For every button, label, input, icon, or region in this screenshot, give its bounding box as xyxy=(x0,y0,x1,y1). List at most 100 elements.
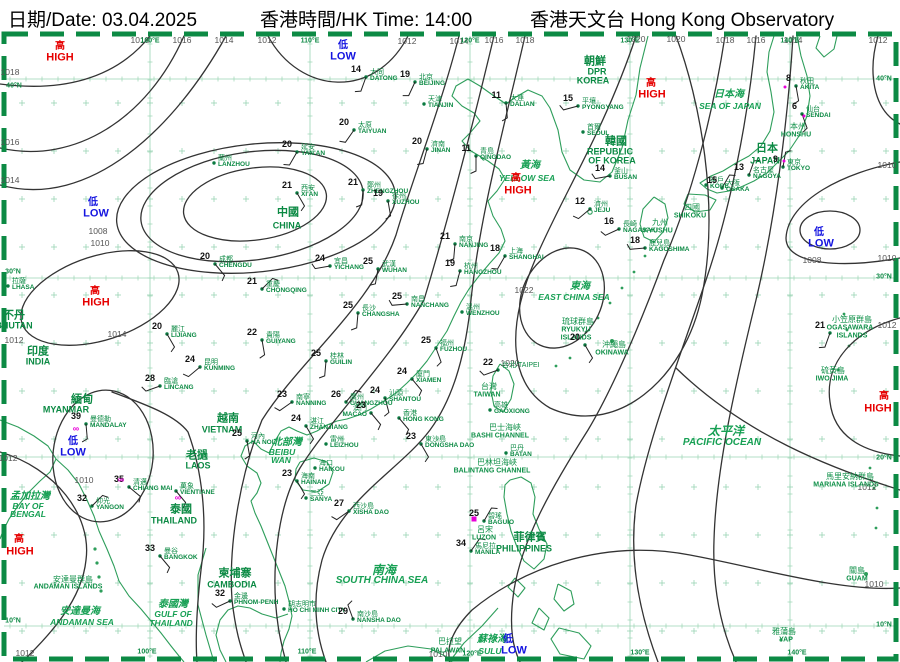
place-label: BENGAL xyxy=(10,508,46,519)
weather-dot-symbol xyxy=(802,114,806,118)
wind-barb xyxy=(318,360,327,379)
high-pressure-label: HIGH xyxy=(46,51,74,64)
station-name: XIAMEN xyxy=(416,377,442,384)
station-temperature: 25 xyxy=(468,508,479,518)
place-label: CHINA xyxy=(272,220,302,231)
station-temperature: 25 xyxy=(231,428,242,438)
isobar-value-label: 1014 xyxy=(0,174,20,185)
isobar-layer xyxy=(0,35,900,662)
wind-barb xyxy=(81,423,88,443)
place-label: 柬埔寨 xyxy=(218,567,252,580)
place-label: THAILAND xyxy=(149,617,193,628)
station-temperature: 35 xyxy=(113,474,124,484)
station-name: 西沙島 xyxy=(353,503,374,510)
wind-barb xyxy=(182,366,201,378)
station-dot xyxy=(304,496,308,500)
station-name: 廈門 xyxy=(416,371,430,378)
place-label: 黃海 xyxy=(520,160,540,171)
station-name: 青島 xyxy=(480,148,494,155)
station-name: OSAKA xyxy=(726,186,750,193)
axis-label: 130°E xyxy=(630,649,650,657)
weather-dot-symbol xyxy=(782,159,786,163)
station-name: KOBE xyxy=(710,183,729,190)
isobar-value-label: 1018 xyxy=(515,34,535,45)
station-temperature: 33 xyxy=(144,543,155,553)
station-dot xyxy=(422,102,426,106)
isobar-value-label: 1010 xyxy=(864,578,884,589)
station-temperature: 23 xyxy=(355,400,366,410)
place-label: MARIANA ISLANDS xyxy=(813,481,879,489)
isobar xyxy=(111,391,205,662)
map-border xyxy=(1,31,899,662)
station-name: 廣州 xyxy=(350,394,364,401)
place-label: SHIKOKU xyxy=(673,212,707,220)
station-name: 首爾 xyxy=(587,124,601,131)
small-islands xyxy=(93,209,879,642)
wind-barb xyxy=(435,347,442,367)
wind-barb xyxy=(501,102,508,122)
place-label: PHILIPPINES xyxy=(495,543,553,554)
axis-label: 30°N xyxy=(5,268,21,276)
station-name: 三亞 xyxy=(310,490,324,497)
station-name: 汕頭 xyxy=(389,390,403,397)
station-name: 武漢 xyxy=(382,261,396,268)
place-label: DPR xyxy=(587,66,607,77)
station-name: HAINAN xyxy=(301,479,327,486)
station-name: BUSAN xyxy=(614,174,638,181)
station-name: GUIYANG xyxy=(266,338,296,345)
station-name: 大阪 xyxy=(726,180,740,187)
place-label: 台灣 xyxy=(481,382,497,391)
station-name: MANILA xyxy=(475,549,501,556)
axis-label: 100°E xyxy=(140,37,160,45)
coast-kyushu xyxy=(639,196,669,243)
station-name: XI'AN xyxy=(301,191,319,198)
station-name: 大同 xyxy=(370,69,384,76)
axis-label: 10°N xyxy=(876,621,892,629)
wind-barb xyxy=(411,378,423,397)
isobar-value-label: 1012 xyxy=(15,647,35,658)
place-label: 琉球群島 xyxy=(562,317,594,326)
station-temperature: 6 xyxy=(791,101,797,111)
isobar-value-label: 1012 xyxy=(4,334,24,345)
place-label: 硫黃島 xyxy=(821,366,845,375)
station-name: 巴丹 xyxy=(510,445,524,452)
station-name: SHANTOU xyxy=(389,396,422,403)
station-name: LEIZHOU xyxy=(330,442,359,449)
station-name: BAGUIO xyxy=(488,519,514,526)
station-temperature: 15 xyxy=(706,175,717,185)
weather-dot-symbol xyxy=(783,85,787,89)
wind-barb xyxy=(244,440,251,460)
wind-barb xyxy=(311,263,331,270)
station-name: NANJING xyxy=(459,242,489,249)
isobar xyxy=(510,35,726,662)
station-name: 重慶 xyxy=(266,281,280,288)
station-temperature: 22 xyxy=(246,327,257,337)
station-name: BEIJING xyxy=(419,80,446,87)
station-dot xyxy=(313,466,317,470)
low-pressure-label: LOW xyxy=(330,50,356,63)
place-label: KYUSHU xyxy=(643,227,673,235)
wind-barb xyxy=(350,312,359,331)
coast-honshu xyxy=(699,35,811,194)
station-name: 海南 xyxy=(301,473,315,480)
place-label: TAIWAN xyxy=(473,391,501,399)
coast-burma-thai xyxy=(55,458,185,662)
wind-barb xyxy=(369,268,379,286)
isobar xyxy=(515,35,710,417)
wind-barb xyxy=(417,148,428,165)
place-label: LAOS xyxy=(185,460,211,471)
place-label: 安達曼海 xyxy=(60,606,100,617)
station-name: 東京 xyxy=(787,159,801,166)
high-pressure-label: HIGH xyxy=(864,402,892,415)
station-name: 台北/TAIPEI xyxy=(502,362,540,369)
coast-taiwan xyxy=(490,363,515,413)
place-label: 沖繩島 xyxy=(602,340,626,349)
high-pressure-label: HIGH xyxy=(638,88,666,101)
place-label: BALINTANG CHANNEL xyxy=(453,467,531,475)
place-label: PALAWAN xyxy=(430,647,466,655)
wind-barb xyxy=(398,417,410,436)
place-label: RYUKYU xyxy=(561,326,591,334)
station-name: ZHENGZHOU xyxy=(367,188,409,195)
place-label: HONSHU xyxy=(780,131,812,139)
wind-barb xyxy=(491,255,506,270)
